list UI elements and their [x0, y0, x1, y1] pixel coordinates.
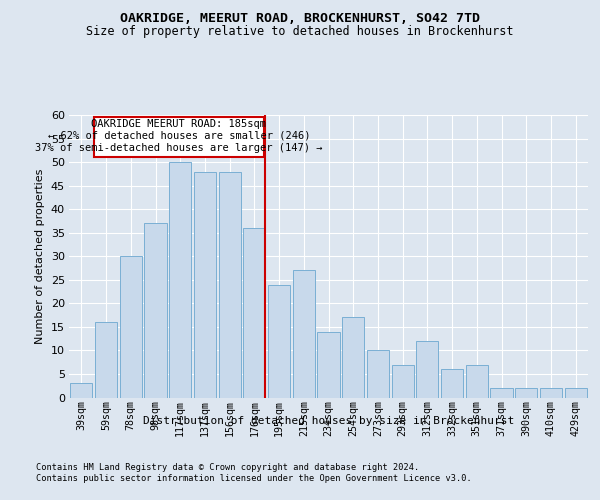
Bar — [317, 332, 340, 398]
Y-axis label: Number of detached properties: Number of detached properties — [35, 168, 45, 344]
Text: Contains public sector information licensed under the Open Government Licence v3: Contains public sector information licen… — [36, 474, 472, 483]
Bar — [194, 172, 216, 398]
Text: Contains HM Land Registry data © Crown copyright and database right 2024.: Contains HM Land Registry data © Crown c… — [36, 462, 419, 471]
Bar — [515, 388, 538, 398]
Bar — [268, 284, 290, 398]
Text: OAKRIDGE, MEERUT ROAD, BROCKENHURST, SO42 7TD: OAKRIDGE, MEERUT ROAD, BROCKENHURST, SO4… — [120, 12, 480, 26]
Text: Distribution of detached houses by size in Brockenhurst: Distribution of detached houses by size … — [143, 416, 514, 426]
Bar — [565, 388, 587, 398]
FancyBboxPatch shape — [94, 118, 264, 158]
Bar — [95, 322, 117, 398]
Bar — [243, 228, 265, 398]
Bar — [416, 341, 439, 398]
Bar — [540, 388, 562, 398]
Text: Size of property relative to detached houses in Brockenhurst: Size of property relative to detached ho… — [86, 25, 514, 38]
Bar — [342, 318, 364, 398]
Bar — [441, 369, 463, 398]
Bar — [392, 364, 414, 398]
Bar — [119, 256, 142, 398]
Bar — [490, 388, 512, 398]
Bar — [466, 364, 488, 398]
Bar — [169, 162, 191, 398]
Bar — [145, 224, 167, 398]
Text: OAKRIDGE MEERUT ROAD: 185sqm
← 62% of detached houses are smaller (246)
37% of s: OAKRIDGE MEERUT ROAD: 185sqm ← 62% of de… — [35, 120, 323, 152]
Bar — [293, 270, 315, 398]
Bar — [367, 350, 389, 398]
Bar — [218, 172, 241, 398]
Bar — [70, 384, 92, 398]
